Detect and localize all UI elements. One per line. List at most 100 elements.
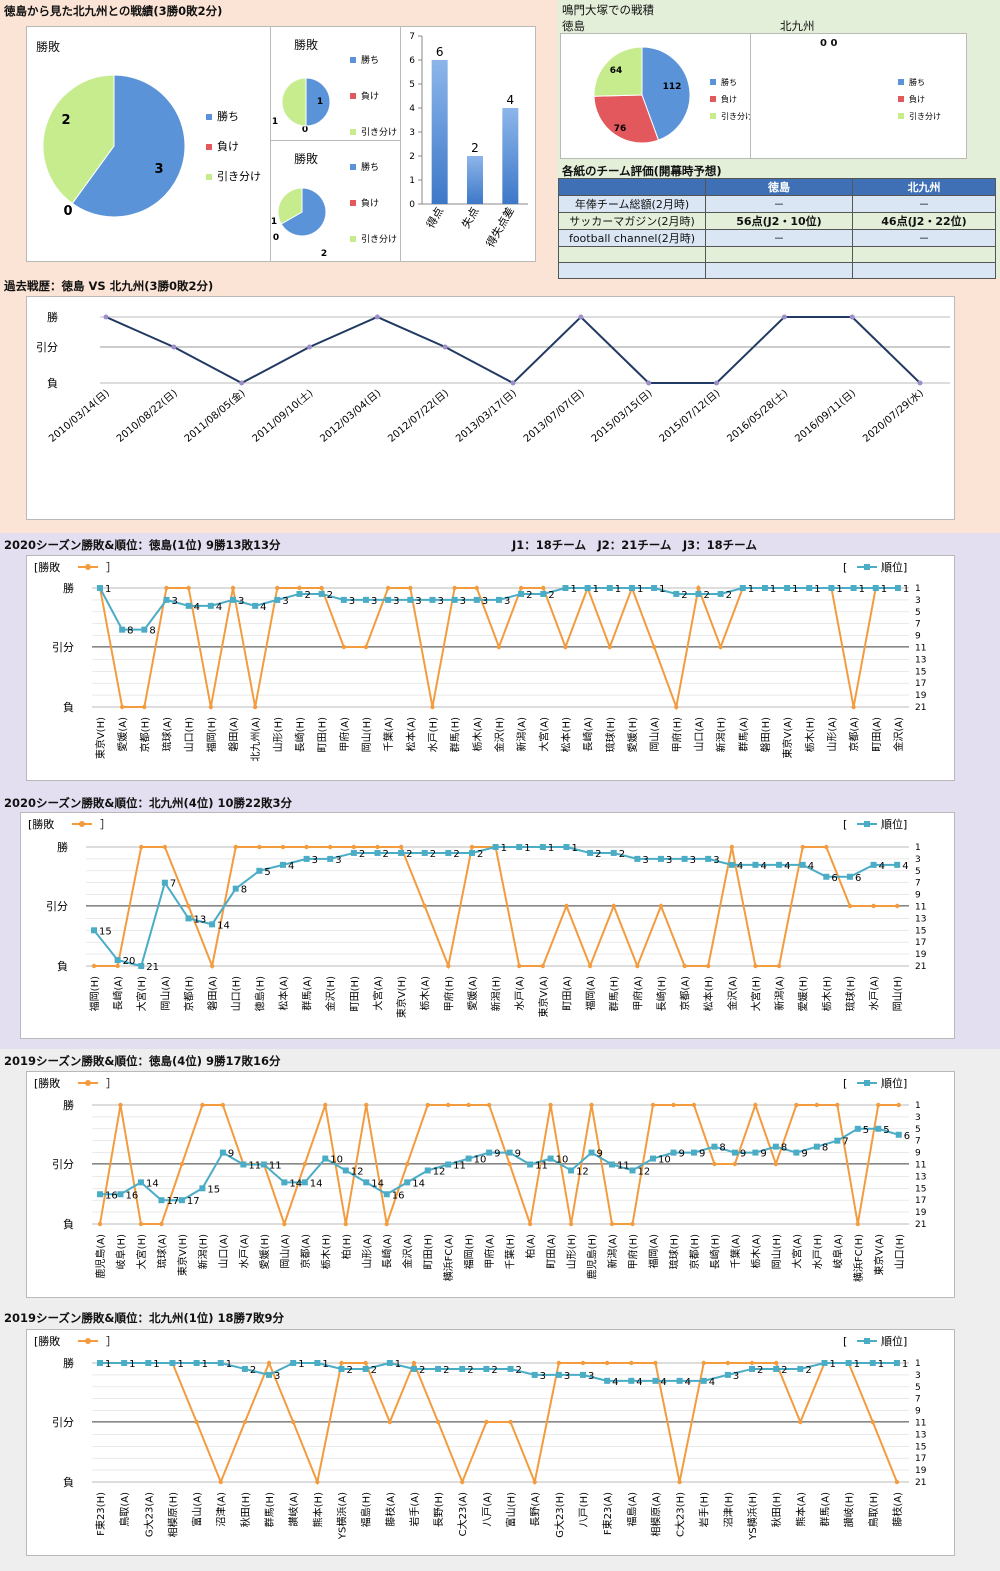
season-xlabel-22: 福島(A) <box>625 1492 638 1527</box>
history-ylabel-1: 引分 <box>36 340 58 354</box>
season-result-point-25 <box>609 1221 615 1227</box>
season-xlabel-15: C大23(A) <box>456 1492 469 1536</box>
season-rank-label-15: 14 <box>412 1178 425 1189</box>
season-xlabel-33: 藤枝(A) <box>891 1492 904 1527</box>
pie-slice-2 <box>281 77 307 127</box>
legend-rank-marker <box>864 821 870 827</box>
season-rank-point-29 <box>690 1149 697 1156</box>
season-rank-label-11: 3 <box>349 596 355 607</box>
season-rank-label-16: 3 <box>460 596 466 607</box>
season-rank-tick-1: 3 <box>915 1113 921 1123</box>
season-result-point-22 <box>548 1102 553 1108</box>
season-rank-label-13: 14 <box>371 1178 384 1189</box>
season-xlabel-0: 東京V(H) <box>94 717 107 759</box>
season-rank-label-13: 2 <box>406 849 412 860</box>
season-rank-tick-5: 11 <box>915 903 926 913</box>
season-rank-label-19: 2 <box>526 590 532 601</box>
season-xlabel-5: 福岡(H) <box>205 717 218 752</box>
season-result-point-18 <box>517 963 522 969</box>
eval-r4c2 <box>852 262 996 279</box>
season-rank-point-1 <box>119 626 126 633</box>
season-rank-label-14: 2 <box>443 1365 449 1376</box>
season-xlabel-27: 金沢(A) <box>726 976 739 1011</box>
legend-swatch-2 <box>710 113 716 119</box>
season-rank-point-16 <box>451 596 458 603</box>
season-xlabel-15: 金沢(A) <box>401 1234 414 1269</box>
season-result-point-7 <box>257 844 262 850</box>
season-results-line <box>99 1101 899 1228</box>
legend-label-0: 勝ち <box>217 109 239 123</box>
season-xlabel-6: 山口(A) <box>218 1234 230 1269</box>
season-rank-label-34: 4 <box>902 861 908 872</box>
season-xlabel-36: 金沢(A) <box>892 717 905 752</box>
season-result-point-9 <box>297 585 302 591</box>
legend-rank-open: [ <box>843 1077 847 1090</box>
season-rank-point-28 <box>752 861 759 868</box>
season-rank-point-13 <box>398 849 405 856</box>
pie-data-label-1: 0 <box>63 204 72 219</box>
legend-results-close: ］ <box>100 818 111 831</box>
season-rank-label-26: 2 <box>681 590 687 601</box>
season-xlabel-31: 栃木(H) <box>820 976 833 1011</box>
season-result-point-23 <box>653 1360 658 1366</box>
eval-table: 徳島 北九州 年俸チーム総額(2月時) － － サッカーマガジン(2月時) 56… <box>558 178 996 279</box>
season-rank-point-1 <box>117 1191 124 1198</box>
season-xlabel-8: 愛媛(H) <box>258 1234 271 1269</box>
history-point-10 <box>781 314 787 320</box>
season-rank-label-39: 6 <box>904 1131 910 1142</box>
season-xlabel-23: 山形(H) <box>566 1234 578 1269</box>
season-xlabel-2: 大宮(H) <box>135 976 148 1011</box>
season-rank-label-38: 5 <box>883 1125 889 1136</box>
season-xlabel-18: 水戸(A) <box>514 976 526 1011</box>
season-result-point-19 <box>486 1102 492 1108</box>
season-rank-point-24 <box>676 1377 683 1384</box>
season-rank-point-21 <box>604 1377 611 1384</box>
season-rank-point-20 <box>506 1149 513 1156</box>
season-rank-point-3 <box>163 596 170 603</box>
season-result-point-25 <box>701 1360 706 1366</box>
season-rank-tick-5: 11 <box>915 1161 926 1171</box>
season-rank-point-27 <box>728 861 735 868</box>
season-result-point-34 <box>851 704 856 710</box>
season-xlabel-20: 町田(A) <box>562 976 573 1011</box>
season-xlabel-7: 群馬(H) <box>263 1492 276 1527</box>
season-rank-point-18 <box>465 1155 472 1162</box>
season-rank-point-33 <box>893 1360 900 1366</box>
season-rank-label-24: 3 <box>666 855 672 866</box>
season-rank-point-19 <box>555 1371 562 1378</box>
history-point-6 <box>510 380 516 386</box>
season-xlabel-9: 岡山(A) <box>279 1234 291 1269</box>
season-rank-label-17: 3 <box>482 596 488 607</box>
season-rank-point-33 <box>828 585 835 591</box>
season-result-point-14 <box>408 585 413 591</box>
season-rank-tick-1: 3 <box>915 855 921 865</box>
season-rank-tick-5: 11 <box>915 644 926 654</box>
season-xlabel-26: 甲府(H) <box>627 1234 640 1269</box>
season-result-point-10 <box>328 844 333 850</box>
season-rank-point-13 <box>363 1179 370 1186</box>
season-rank-point-0 <box>97 1191 103 1198</box>
season-rank-tick-7: 15 <box>915 926 926 936</box>
season-xlabel-24: 鹿児島(H) <box>586 1234 599 1279</box>
season-rank-point-8 <box>260 1161 267 1168</box>
season-xlabel-25: 岡山(A) <box>649 717 661 752</box>
season-rank-point-35 <box>872 585 879 591</box>
season-rank-point-8 <box>290 1360 297 1366</box>
season-xlabel-13: 山形(A) <box>361 1234 373 1269</box>
season-ylabel-1: 引分 <box>52 640 74 654</box>
season-rank-tick-7: 15 <box>915 1442 926 1452</box>
season-rank-tick-9: 19 <box>915 1466 927 1476</box>
season-rank-point-27 <box>649 1155 656 1162</box>
season-result-point-16 <box>469 844 475 850</box>
season-xlabel-12: 柏(H) <box>340 1234 353 1259</box>
history-series-line <box>105 315 921 385</box>
season-rank-label-2: 1 <box>153 1359 159 1370</box>
season2-title: 2019シーズン勝敗&順位：徳島(4位) 9勝17敗16分 <box>4 1054 281 1068</box>
season-rank-point-3 <box>169 1360 176 1366</box>
season-xlabel-1: 岐阜(H) <box>114 1234 127 1269</box>
season-result-point-28 <box>671 1102 676 1108</box>
season-ylabel-0: 勝 <box>63 1356 74 1370</box>
season-rank-point-23 <box>634 855 641 862</box>
season-result-point-24 <box>589 1102 594 1108</box>
season-rank-label-5: 14 <box>217 920 230 931</box>
